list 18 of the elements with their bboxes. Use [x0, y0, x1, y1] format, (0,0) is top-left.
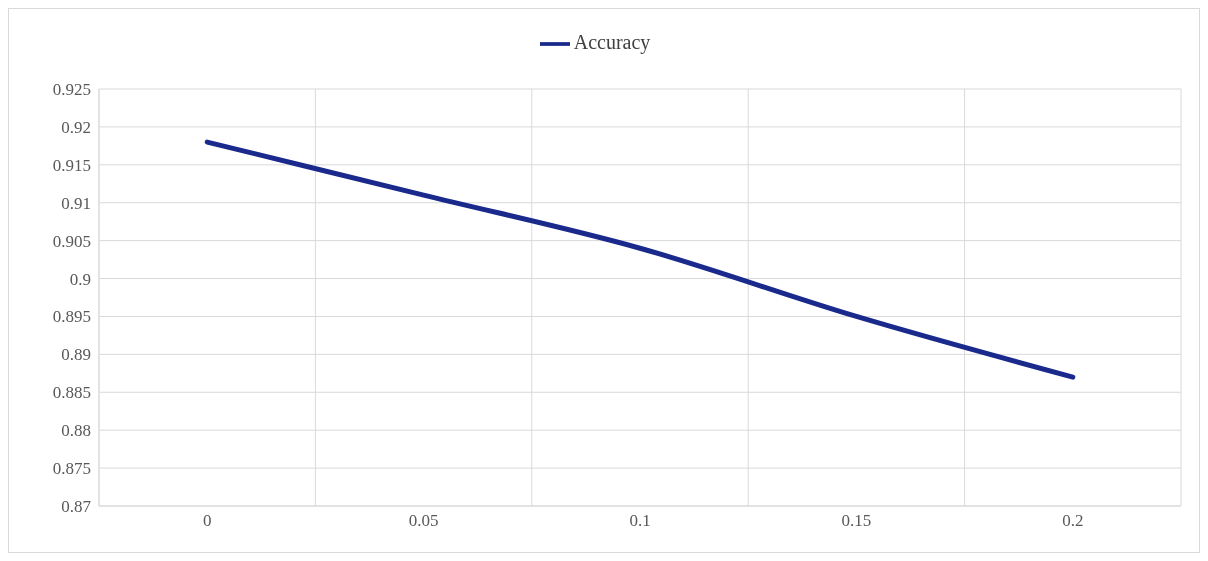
- y-tick-label: 0.89: [61, 345, 91, 365]
- y-tick-label: 0.885: [52, 383, 91, 403]
- y-tick-label: 0.92: [61, 117, 91, 137]
- x-tick-label: 0.05: [408, 511, 439, 531]
- y-tick-label: 0.905: [52, 231, 91, 251]
- x-tick-label: 0: [202, 511, 212, 531]
- y-tick-label: 0.9: [69, 269, 91, 289]
- y-tick-label: 0.875: [52, 459, 91, 479]
- x-tick-label: 0.2: [1062, 511, 1084, 531]
- y-tick-label: 0.925: [52, 80, 91, 100]
- y-tick-label: 0.87: [61, 497, 92, 517]
- x-tick-label: 0.1: [629, 511, 651, 531]
- y-tick-label: 0.895: [52, 307, 91, 327]
- y-tick-label: 0.915: [52, 155, 91, 175]
- legend-label: Accuracy: [573, 30, 651, 53]
- x-tick-label: 0.15: [841, 511, 872, 531]
- y-tick-label: 0.91: [61, 193, 91, 213]
- y-tick-label: 0.88: [61, 421, 91, 441]
